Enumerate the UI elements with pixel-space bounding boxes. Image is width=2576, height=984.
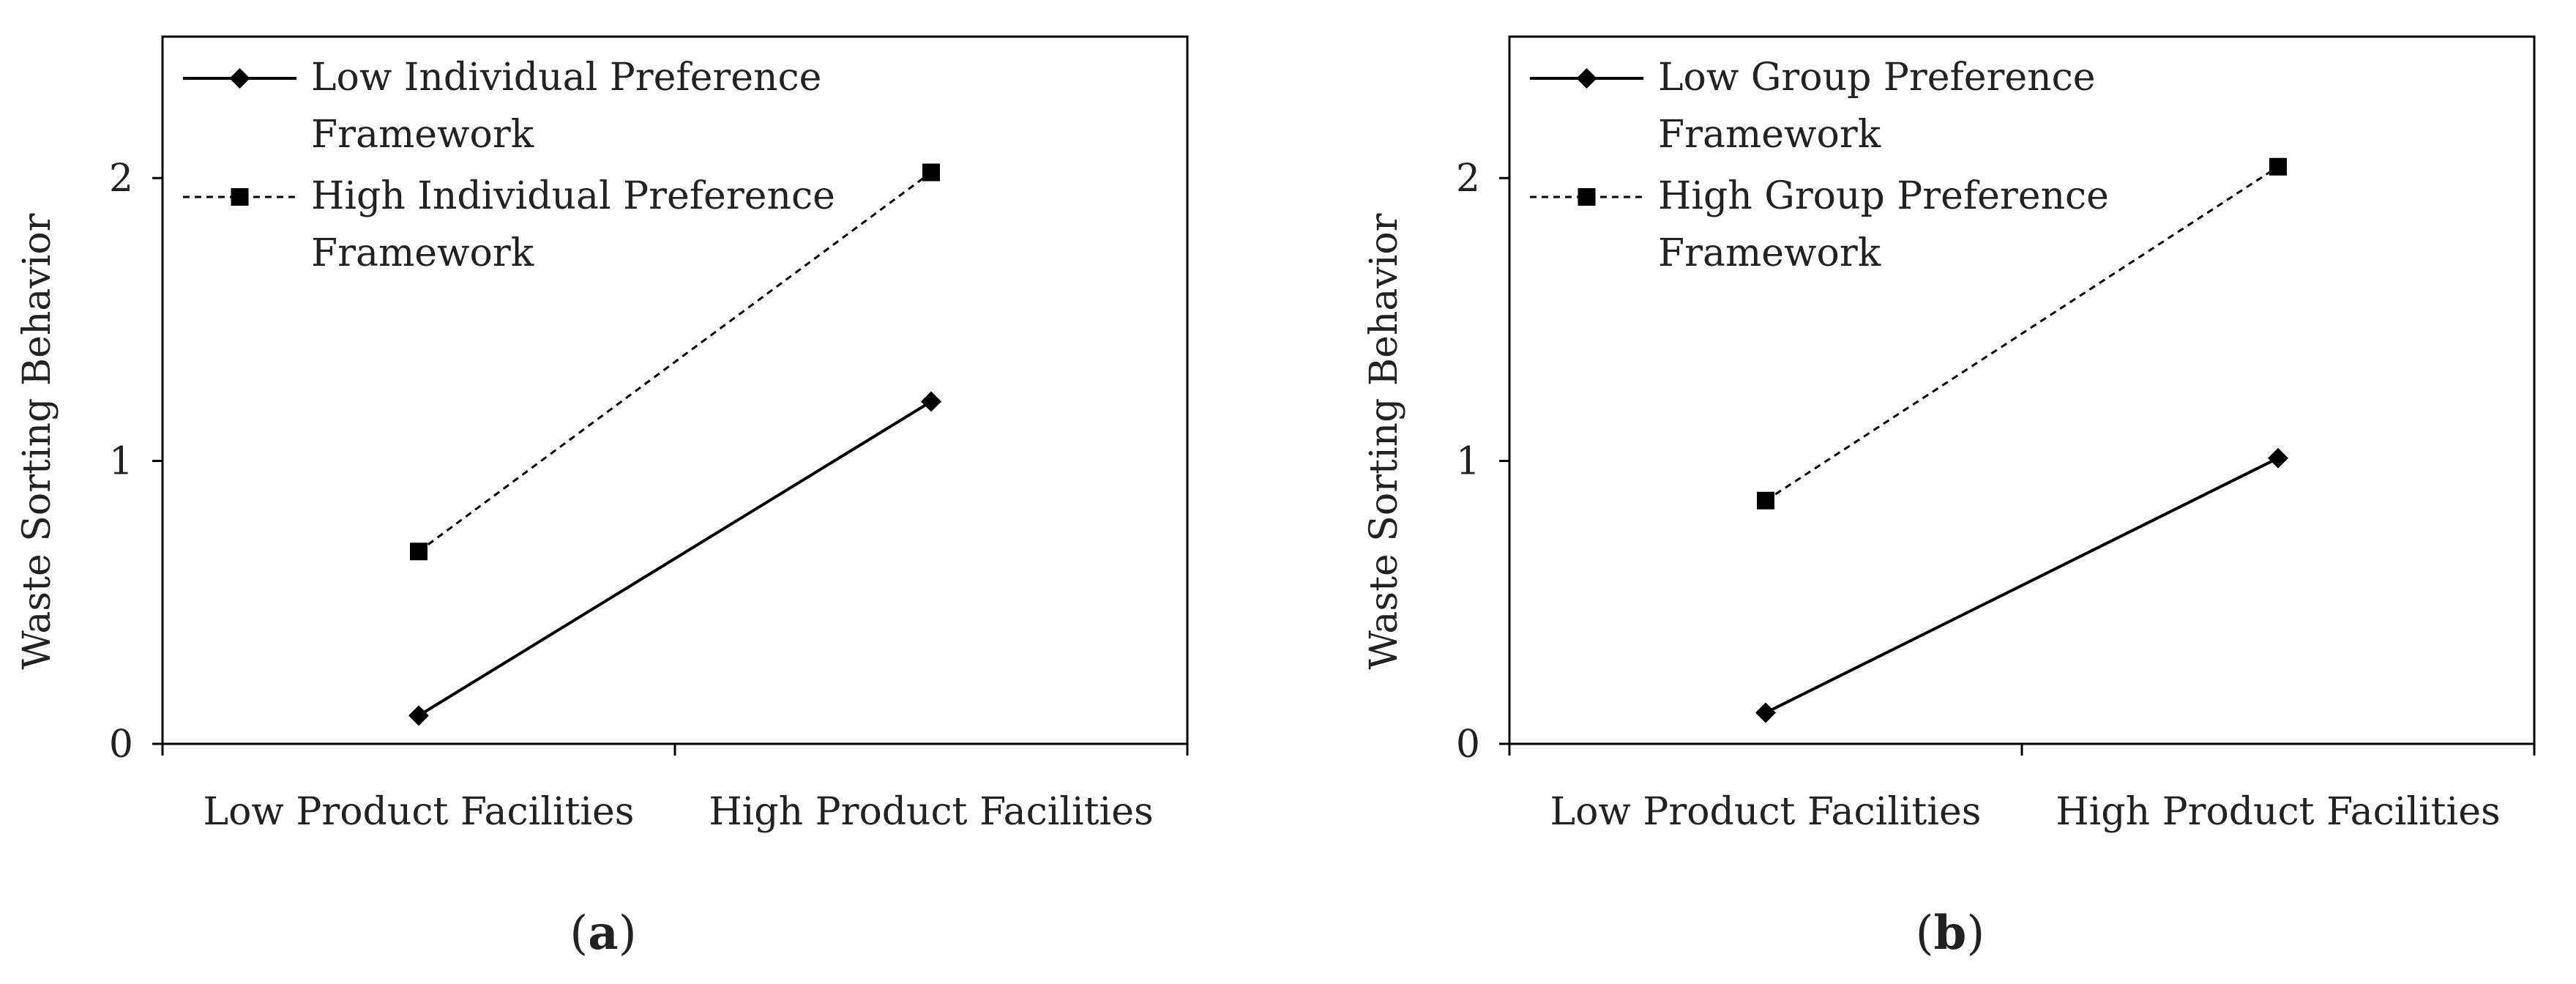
series-line-square [1765, 165, 2279, 502]
panel-label-letter: b [1934, 906, 1967, 961]
legend-label: Framework [1658, 231, 1881, 275]
series-line-diamond [1765, 456, 2279, 715]
chart-panel-b: 0 1 2 Low Product Facilities High Product Fa… [1362, 35, 2536, 961]
plot-frame [161, 35, 1189, 744]
plot-frame [1508, 35, 2536, 744]
panel-label: (b) [1916, 906, 1985, 961]
data-point-square [922, 163, 940, 182]
panel-label-open: ( [570, 906, 588, 961]
panel-label: (a) [570, 906, 636, 961]
x-tick-label: High Product Facilities [709, 790, 1153, 834]
x-tick-label: Low Product Facilities [1550, 790, 1982, 834]
legend-label: Low Group Preference [1658, 56, 2096, 100]
panel-label-close: ) [619, 906, 637, 961]
data-point-diamond [408, 705, 429, 726]
y-tick-label: 1 [109, 440, 133, 484]
legend-label: High Group Preference [1658, 174, 2109, 218]
legend-marker-diamond [229, 68, 250, 89]
legend-marker-square [231, 188, 249, 206]
x-tick-label: Low Product Facilities [204, 790, 635, 834]
y-axis-title: Waste Sorting Behavior [15, 213, 59, 669]
data-point-diamond [2268, 447, 2288, 469]
y-tick-label: 2 [109, 157, 133, 201]
panel-label-letter: a [588, 906, 618, 961]
y-tick-label: 0 [1456, 723, 1480, 767]
data-point-diamond [1755, 702, 1776, 723]
y-axis-title: Waste Sorting Behavior [1362, 213, 1406, 669]
y-tick-label: 1 [1456, 440, 1480, 484]
legend-marker-square [1578, 188, 1596, 206]
series-line-square [418, 171, 932, 553]
legend-label: Framework [1658, 113, 1881, 157]
data-point-square [1757, 491, 1774, 510]
chart-panel-a: 0 1 2 Low Product Facilities High Product Fa… [15, 35, 1189, 961]
legend-label: Framework [311, 113, 534, 157]
legend-label: Framework [311, 231, 534, 275]
legend-label: Low Individual Preference [311, 56, 821, 100]
series-line-diamond [417, 400, 933, 718]
x-tick-label: High Product Facilities [2056, 790, 2500, 834]
data-point-square [410, 543, 428, 561]
data-point-square [2269, 157, 2287, 176]
y-tick-label: 2 [1456, 157, 1480, 201]
legend-label: High Individual Preference [311, 174, 835, 218]
data-point-diamond [921, 391, 941, 412]
panel-label-open: ( [1916, 906, 1934, 961]
y-tick-label: 0 [109, 723, 133, 767]
legend-marker-diamond [1576, 68, 1597, 89]
panel-label-close: ) [1966, 906, 1985, 961]
